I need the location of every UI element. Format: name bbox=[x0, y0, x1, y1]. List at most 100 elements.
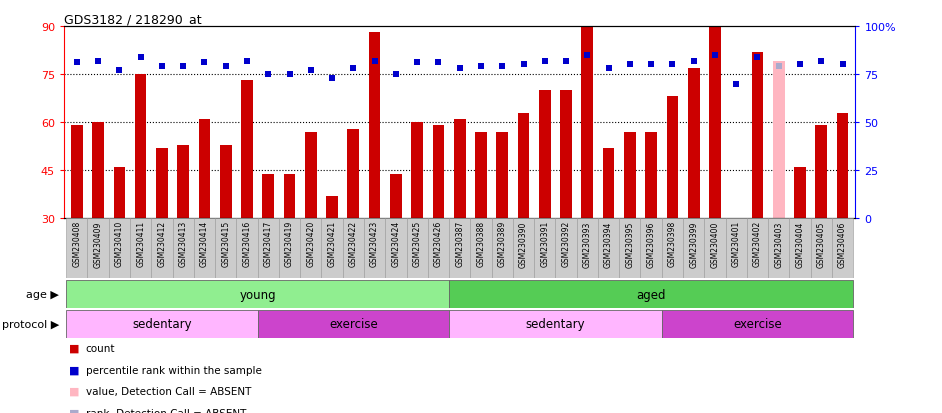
Bar bbox=[194, 219, 215, 279]
Text: GDS3182 / 218290_at: GDS3182 / 218290_at bbox=[64, 13, 202, 26]
Bar bbox=[518, 113, 529, 219]
Text: age ▶: age ▶ bbox=[26, 290, 59, 299]
Text: GSM230390: GSM230390 bbox=[519, 221, 528, 267]
Text: GSM230400: GSM230400 bbox=[710, 221, 720, 267]
Bar bbox=[705, 219, 725, 279]
Bar bbox=[470, 219, 492, 279]
Bar bbox=[816, 126, 827, 219]
Text: ■: ■ bbox=[69, 365, 79, 375]
Text: GSM230413: GSM230413 bbox=[179, 221, 187, 267]
Text: aged: aged bbox=[637, 288, 666, 301]
Text: GSM230412: GSM230412 bbox=[157, 221, 167, 267]
Bar bbox=[385, 219, 407, 279]
Text: GSM230394: GSM230394 bbox=[604, 221, 613, 267]
Text: count: count bbox=[86, 343, 115, 353]
Bar bbox=[768, 219, 789, 279]
Text: GSM230419: GSM230419 bbox=[285, 221, 294, 267]
Text: GSM230408: GSM230408 bbox=[73, 221, 81, 267]
Bar bbox=[219, 145, 232, 219]
Bar bbox=[688, 69, 700, 219]
Text: GSM230414: GSM230414 bbox=[200, 221, 209, 267]
Bar bbox=[709, 17, 721, 219]
Text: value, Detection Call = ABSENT: value, Detection Call = ABSENT bbox=[86, 386, 252, 396]
Bar bbox=[108, 219, 130, 279]
Text: GSM230416: GSM230416 bbox=[242, 221, 252, 267]
Text: GSM230401: GSM230401 bbox=[732, 221, 740, 267]
Bar bbox=[752, 52, 763, 219]
Text: GSM230392: GSM230392 bbox=[561, 221, 571, 267]
Text: sedentary: sedentary bbox=[132, 318, 192, 331]
Bar bbox=[683, 219, 705, 279]
Bar bbox=[88, 219, 108, 279]
Text: GSM230403: GSM230403 bbox=[774, 221, 783, 267]
Bar bbox=[412, 123, 423, 219]
Bar bbox=[390, 174, 401, 219]
Bar bbox=[667, 97, 678, 219]
Bar bbox=[156, 148, 168, 219]
Text: GSM230425: GSM230425 bbox=[413, 221, 422, 267]
Bar bbox=[241, 81, 252, 219]
Bar bbox=[114, 168, 125, 219]
Bar bbox=[641, 219, 662, 279]
Text: young: young bbox=[239, 288, 276, 301]
Text: sedentary: sedentary bbox=[526, 318, 585, 331]
Bar bbox=[432, 126, 445, 219]
Bar bbox=[199, 120, 210, 219]
Text: GSM230396: GSM230396 bbox=[646, 221, 656, 267]
Text: GSM230398: GSM230398 bbox=[668, 221, 677, 267]
Bar bbox=[343, 219, 364, 279]
Bar bbox=[645, 133, 657, 219]
Bar bbox=[747, 219, 768, 279]
Bar bbox=[71, 126, 83, 219]
Bar bbox=[177, 145, 189, 219]
Text: GSM230424: GSM230424 bbox=[391, 221, 400, 267]
Bar bbox=[135, 75, 147, 219]
Bar bbox=[449, 219, 470, 279]
Bar bbox=[305, 133, 317, 219]
Bar bbox=[662, 310, 853, 338]
Bar bbox=[556, 219, 577, 279]
Bar bbox=[172, 219, 194, 279]
Text: GSM230420: GSM230420 bbox=[306, 221, 316, 267]
Text: GSM230388: GSM230388 bbox=[477, 221, 485, 267]
Bar bbox=[598, 219, 619, 279]
Bar bbox=[772, 62, 785, 219]
Bar bbox=[92, 123, 104, 219]
Text: GSM230404: GSM230404 bbox=[796, 221, 804, 267]
Text: GSM230391: GSM230391 bbox=[541, 221, 549, 267]
Bar bbox=[300, 219, 321, 279]
Bar bbox=[560, 91, 572, 219]
Bar bbox=[236, 219, 257, 279]
Text: GSM230406: GSM230406 bbox=[838, 221, 847, 267]
Text: GSM230409: GSM230409 bbox=[93, 221, 103, 267]
Bar bbox=[66, 219, 88, 279]
Text: ■: ■ bbox=[69, 386, 79, 396]
Text: GSM230387: GSM230387 bbox=[455, 221, 464, 267]
Bar bbox=[725, 219, 747, 279]
Bar bbox=[66, 310, 257, 338]
Bar bbox=[581, 17, 593, 219]
Bar bbox=[454, 120, 465, 219]
Bar bbox=[152, 219, 172, 279]
Bar bbox=[603, 148, 614, 219]
Bar bbox=[284, 174, 296, 219]
Text: ■: ■ bbox=[69, 343, 79, 353]
Bar bbox=[364, 219, 385, 279]
Text: GSM230410: GSM230410 bbox=[115, 221, 123, 267]
Text: GSM230421: GSM230421 bbox=[328, 221, 336, 267]
Bar bbox=[449, 310, 662, 338]
Bar bbox=[449, 280, 853, 309]
Bar bbox=[836, 113, 849, 219]
Text: GSM230423: GSM230423 bbox=[370, 221, 379, 267]
Text: GSM230411: GSM230411 bbox=[137, 221, 145, 267]
Text: GSM230417: GSM230417 bbox=[264, 221, 273, 267]
Bar bbox=[368, 33, 381, 219]
Text: ■: ■ bbox=[69, 408, 79, 413]
Bar bbox=[662, 219, 683, 279]
Bar bbox=[321, 219, 343, 279]
Text: exercise: exercise bbox=[329, 318, 378, 331]
Text: GSM230389: GSM230389 bbox=[497, 221, 507, 267]
Bar bbox=[257, 219, 279, 279]
Text: GSM230422: GSM230422 bbox=[349, 221, 358, 267]
Bar bbox=[215, 219, 236, 279]
